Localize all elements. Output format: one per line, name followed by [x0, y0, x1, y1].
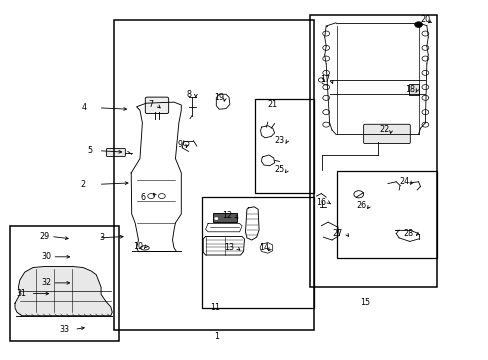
- Circle shape: [214, 217, 218, 220]
- Text: 3: 3: [100, 233, 104, 242]
- Text: 29: 29: [39, 232, 49, 241]
- Text: 6: 6: [141, 193, 145, 202]
- Text: 28: 28: [403, 229, 413, 238]
- Text: 26: 26: [355, 201, 366, 210]
- Text: 16: 16: [316, 198, 325, 207]
- Bar: [309, 15, 436, 287]
- Text: 20: 20: [420, 15, 429, 24]
- Polygon shape: [15, 266, 112, 316]
- Text: 22: 22: [379, 125, 389, 134]
- Text: 7: 7: [148, 100, 153, 109]
- Text: 2: 2: [81, 180, 85, 189]
- Text: 11: 11: [210, 303, 220, 312]
- Text: 1: 1: [213, 332, 218, 341]
- Text: 5: 5: [87, 146, 92, 155]
- Text: 31: 31: [17, 289, 27, 298]
- FancyBboxPatch shape: [145, 97, 168, 113]
- Text: 23: 23: [274, 136, 284, 145]
- Text: 19: 19: [214, 93, 224, 102]
- Text: 33: 33: [60, 325, 69, 334]
- Bar: [201, 197, 313, 308]
- Text: 24: 24: [398, 177, 408, 186]
- Bar: [408, 84, 418, 95]
- Text: 10: 10: [133, 242, 143, 251]
- Bar: [336, 171, 436, 258]
- FancyBboxPatch shape: [363, 124, 409, 144]
- Text: 17: 17: [319, 75, 329, 84]
- FancyBboxPatch shape: [106, 149, 125, 157]
- Text: 15: 15: [359, 298, 369, 307]
- Text: 27: 27: [332, 229, 342, 238]
- Text: 13: 13: [224, 243, 233, 252]
- Bar: [213, 213, 236, 222]
- Text: 25: 25: [274, 166, 284, 175]
- Bar: [114, 20, 313, 330]
- Text: 9: 9: [178, 140, 183, 149]
- Text: 4: 4: [81, 103, 86, 112]
- Text: 14: 14: [259, 243, 268, 252]
- Text: 8: 8: [186, 90, 191, 99]
- Text: 18: 18: [404, 85, 414, 94]
- Circle shape: [414, 22, 422, 27]
- Bar: [255, 99, 313, 193]
- Text: 21: 21: [267, 100, 277, 109]
- Text: 12: 12: [222, 211, 232, 220]
- Text: 30: 30: [41, 252, 51, 261]
- Text: 32: 32: [41, 278, 51, 287]
- Bar: [10, 226, 119, 342]
